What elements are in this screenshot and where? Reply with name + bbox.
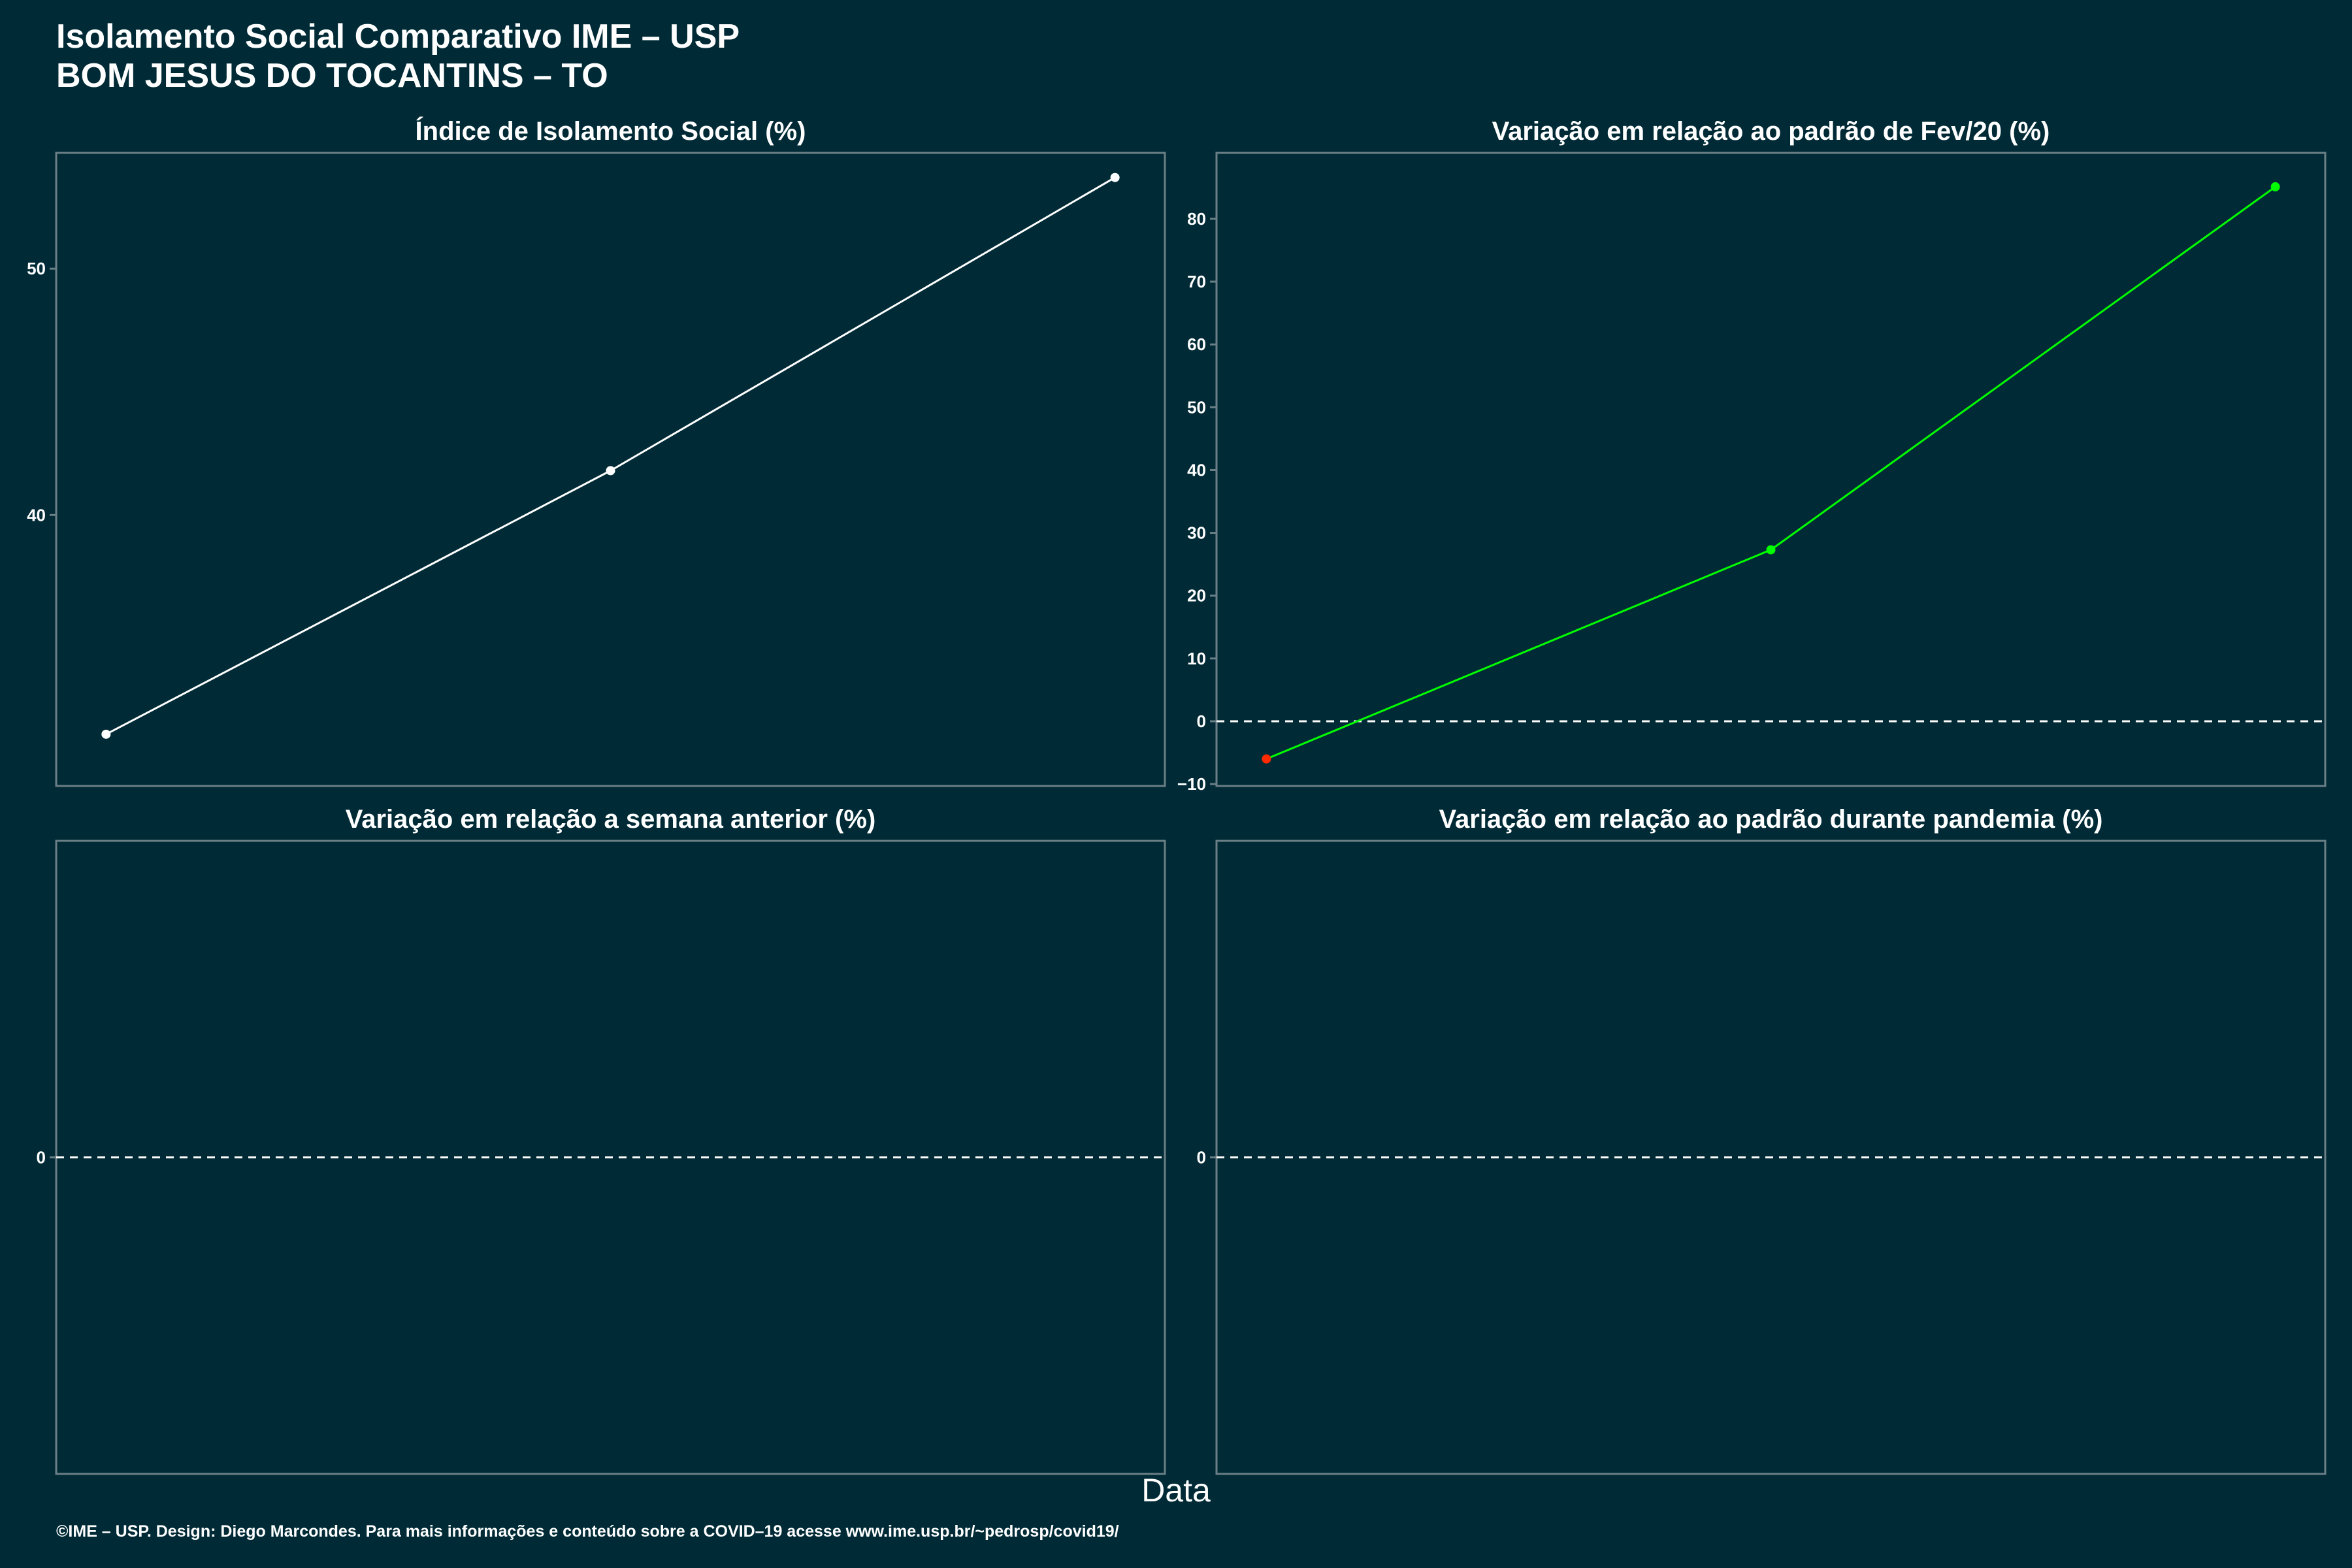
x-axis-label: Data (1141, 1472, 1211, 1509)
panel-border (1215, 152, 2327, 787)
chart-panel-3: Variação em relação a semana anterior (%… (37, 805, 1166, 1475)
y-tick-label: 50 (27, 259, 46, 278)
panel-title: Variação em relação a semana anterior (%… (346, 805, 876, 834)
y-tick-label: 0 (1197, 1148, 1206, 1168)
data-point (101, 729, 111, 739)
chart-panel-2: Variação em relação ao padrão de Fev/20 … (1177, 117, 2327, 794)
figure-title: Isolamento Social Comparativo IME – USP … (56, 17, 740, 95)
y-tick-label: 30 (1187, 523, 1206, 543)
y-tick-label: 40 (1187, 460, 1206, 480)
y-tick-label: 40 (27, 505, 46, 525)
data-point (2270, 182, 2280, 191)
chart-panel-1: Índice de Isolamento Social (%) 40 50 (27, 116, 1166, 787)
y-tick-label: 70 (1187, 272, 1206, 291)
y-tick-label: −10 (1177, 774, 1206, 794)
footer-credits: ©IME – USP. Design: Diego Marcondes. Par… (56, 1522, 1119, 1541)
panel-border (55, 152, 1166, 787)
panel-title: Índice de Isolamento Social (%) (416, 116, 806, 146)
series-line-1 (1266, 186, 2276, 760)
data-point (1110, 172, 1120, 182)
panel-title: Variação em relação ao padrão durante pa… (1439, 805, 2103, 834)
data-point (1262, 754, 1271, 764)
y-tick-label: 0 (37, 1148, 46, 1168)
data-point (606, 466, 615, 476)
chart-panel-4: Variação em relação ao padrão durante pa… (1197, 805, 2327, 1475)
y-tick-label: 80 (1187, 209, 1206, 229)
y-tick-label: 50 (1187, 397, 1206, 417)
y-tick-label: 10 (1187, 649, 1206, 668)
figure-title-line1: Isolamento Social Comparativo IME – USP (56, 18, 740, 56)
y-tick-label: 20 (1187, 586, 1206, 606)
panel-title: Variação em relação ao padrão de Fev/20 … (1492, 117, 2050, 146)
series-line-1 (105, 176, 1116, 736)
data-point (1766, 545, 1776, 555)
y-tick-label: 60 (1187, 335, 1206, 354)
figure-title-line2: BOM JESUS DO TOCANTINS – TO (56, 57, 608, 95)
y-tick-label: 0 (1197, 711, 1206, 731)
